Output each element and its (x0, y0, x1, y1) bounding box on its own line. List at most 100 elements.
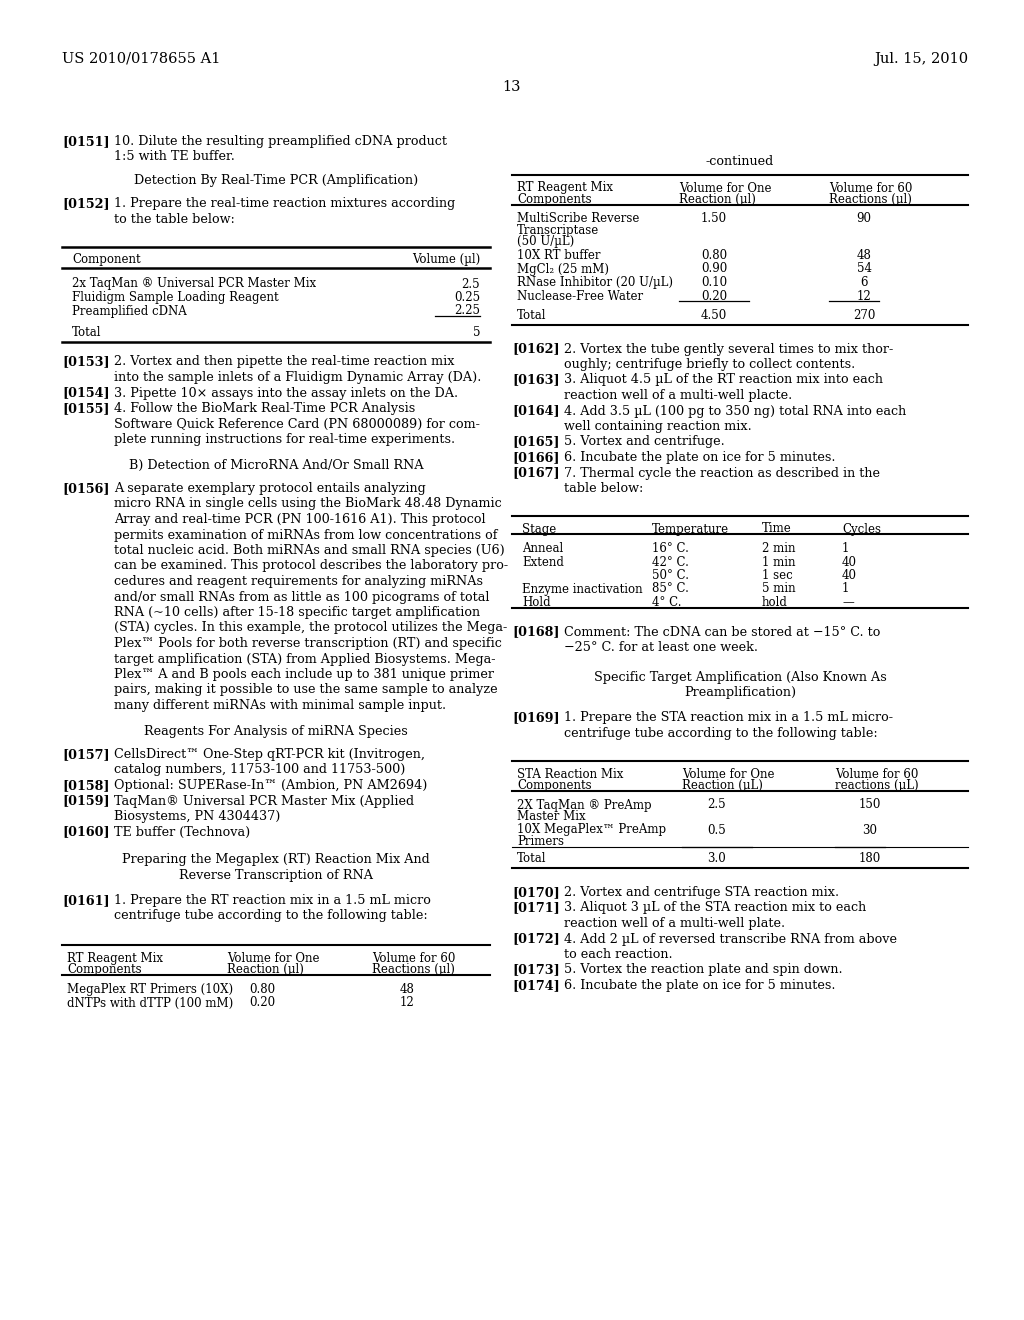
Text: plete running instructions for real-time experiments.: plete running instructions for real-time… (114, 433, 455, 446)
Text: 40: 40 (842, 556, 857, 569)
Text: centrifuge tube according to the following table:: centrifuge tube according to the followi… (564, 727, 878, 741)
Text: [0174]: [0174] (512, 979, 560, 993)
Text: 10X MegaPlex™ PreAmp: 10X MegaPlex™ PreAmp (517, 824, 667, 837)
Text: 16° C.: 16° C. (652, 543, 689, 554)
Text: [0156]: [0156] (62, 482, 110, 495)
Text: Anneal: Anneal (522, 543, 563, 554)
Text: MgCl₂ (25 mM): MgCl₂ (25 mM) (517, 263, 609, 276)
Text: US 2010/0178655 A1: US 2010/0178655 A1 (62, 51, 220, 66)
Text: Jul. 15, 2010: Jul. 15, 2010 (873, 51, 968, 66)
Text: 1: 1 (842, 582, 849, 595)
Text: 2.25: 2.25 (454, 305, 480, 318)
Text: 270: 270 (853, 309, 876, 322)
Text: 0.80: 0.80 (249, 983, 275, 997)
Text: [0157]: [0157] (62, 748, 110, 762)
Text: RNA (~10 cells) after 15-18 specific target amplification: RNA (~10 cells) after 15-18 specific tar… (114, 606, 480, 619)
Text: Plex™ Pools for both reverse transcription (RT) and specific: Plex™ Pools for both reverse transcripti… (114, 638, 502, 649)
Text: many different miRNAs with minimal sample input.: many different miRNAs with minimal sampl… (114, 700, 446, 711)
Text: 3. Aliquot 3 µL of the STA reaction mix to each: 3. Aliquot 3 µL of the STA reaction mix … (564, 902, 866, 915)
Text: 3. Pipette 10× assays into the assay inlets on the DA.: 3. Pipette 10× assays into the assay inl… (114, 387, 458, 400)
Text: 85° C.: 85° C. (652, 582, 689, 595)
Text: Primers: Primers (517, 836, 564, 847)
Text: TaqMan® Universal PCR Master Mix (Applied: TaqMan® Universal PCR Master Mix (Applie… (114, 795, 414, 808)
Text: Plex™ A and B pools each include up to 381 unique primer: Plex™ A and B pools each include up to 3… (114, 668, 494, 681)
Text: 4. Follow the BioMark Real-Time PCR Analysis: 4. Follow the BioMark Real-Time PCR Anal… (114, 403, 416, 414)
Text: 30: 30 (862, 824, 878, 837)
Text: 50° C.: 50° C. (652, 569, 689, 582)
Text: 12: 12 (857, 289, 871, 302)
Text: [0164]: [0164] (512, 404, 560, 417)
Text: 6: 6 (860, 276, 867, 289)
Text: CellsDirect™ One-Step qRT-PCR kit (Invitrogen,: CellsDirect™ One-Step qRT-PCR kit (Invit… (114, 748, 425, 762)
Text: Hold: Hold (522, 597, 551, 609)
Text: Reactions (µl): Reactions (µl) (829, 193, 912, 206)
Text: [0155]: [0155] (62, 403, 110, 414)
Text: Volume (µl): Volume (µl) (412, 253, 480, 267)
Text: Reaction (µl): Reaction (µl) (227, 964, 304, 977)
Text: [0168]: [0168] (512, 626, 559, 639)
Text: MegaPlex RT Primers (10X): MegaPlex RT Primers (10X) (67, 983, 233, 997)
Text: (STA) cycles. In this example, the protocol utilizes the Mega-: (STA) cycles. In this example, the proto… (114, 622, 507, 635)
Text: Components: Components (517, 193, 592, 206)
Text: Preamplification): Preamplification) (684, 686, 796, 700)
Text: [0153]: [0153] (62, 355, 110, 368)
Text: 2 min: 2 min (762, 543, 796, 554)
Text: Biosystems, PN 4304437): Biosystems, PN 4304437) (114, 810, 281, 822)
Text: can be examined. This protocol describes the laboratory pro-: can be examined. This protocol describes… (114, 560, 508, 573)
Text: Nuclease-Free Water: Nuclease-Free Water (517, 289, 643, 302)
Text: 4.50: 4.50 (700, 309, 727, 322)
Text: Comment: The cDNA can be stored at −15° C. to: Comment: The cDNA can be stored at −15° … (564, 626, 881, 639)
Text: 2.5: 2.5 (708, 799, 726, 812)
Text: -continued: -continued (706, 154, 774, 168)
Text: STA Reaction Mix: STA Reaction Mix (517, 767, 624, 780)
Text: —: — (842, 597, 854, 609)
Text: permits examination of miRNAs from low concentrations of: permits examination of miRNAs from low c… (114, 528, 498, 541)
Text: [0167]: [0167] (512, 466, 560, 479)
Text: [0158]: [0158] (62, 779, 110, 792)
Text: 1.50: 1.50 (701, 213, 727, 226)
Text: [0169]: [0169] (512, 711, 560, 725)
Text: Enzyme inactivation: Enzyme inactivation (522, 582, 643, 595)
Text: 2. Vortex the tube gently several times to mix thor-: 2. Vortex the tube gently several times … (564, 342, 893, 355)
Text: Cycles: Cycles (842, 523, 881, 536)
Text: 0.80: 0.80 (701, 249, 727, 261)
Text: 2. Vortex and then pipette the real-time reaction mix: 2. Vortex and then pipette the real-time… (114, 355, 455, 368)
Text: Time: Time (762, 523, 792, 536)
Text: 12: 12 (399, 997, 415, 1010)
Text: 10X RT buffer: 10X RT buffer (517, 249, 600, 261)
Text: RT Reagent Mix: RT Reagent Mix (517, 181, 613, 194)
Text: 4. Add 2 µL of reversed transcribe RNA from above: 4. Add 2 µL of reversed transcribe RNA f… (564, 932, 897, 945)
Text: Detection By Real-Time PCR (Amplification): Detection By Real-Time PCR (Amplificatio… (134, 174, 418, 187)
Text: 6. Incubate the plate on ice for 5 minutes.: 6. Incubate the plate on ice for 5 minut… (564, 451, 836, 465)
Text: [0165]: [0165] (512, 436, 559, 449)
Text: [0170]: [0170] (512, 886, 560, 899)
Text: 7. Thermal cycle the reaction as described in the: 7. Thermal cycle the reaction as describ… (564, 466, 880, 479)
Text: 2x TaqMan ® Universal PCR Master Mix: 2x TaqMan ® Universal PCR Master Mix (72, 277, 316, 290)
Text: Volume for One: Volume for One (227, 952, 319, 965)
Text: 0.25: 0.25 (454, 290, 480, 304)
Text: hold: hold (762, 597, 787, 609)
Text: Component: Component (72, 253, 140, 267)
Text: 10. Dilute the resulting preamplified cDNA product: 10. Dilute the resulting preamplified cD… (114, 135, 447, 148)
Text: 6. Incubate the plate on ice for 5 minutes.: 6. Incubate the plate on ice for 5 minut… (564, 979, 836, 993)
Text: Master Mix: Master Mix (517, 810, 586, 822)
Text: RNase Inhibitor (20 U/µL): RNase Inhibitor (20 U/µL) (517, 276, 673, 289)
Text: Array and real-time PCR (PN 100-1616 A1). This protocol: Array and real-time PCR (PN 100-1616 A1)… (114, 513, 485, 525)
Text: −25° C. for at least one week.: −25° C. for at least one week. (564, 642, 758, 653)
Text: 0.10: 0.10 (701, 276, 727, 289)
Text: micro RNA in single cells using the BioMark 48.48 Dynamic: micro RNA in single cells using the BioM… (114, 498, 502, 511)
Text: Reaction (µL): Reaction (µL) (682, 779, 763, 792)
Text: [0151]: [0151] (62, 135, 110, 148)
Text: 2X TaqMan ® PreAmp: 2X TaqMan ® PreAmp (517, 799, 651, 812)
Text: Transcriptase: Transcriptase (517, 224, 599, 238)
Text: reaction well of a multi-well placte.: reaction well of a multi-well placte. (564, 389, 793, 403)
Text: dNTPs with dTTP (100 mM): dNTPs with dTTP (100 mM) (67, 997, 233, 1010)
Text: Temperature: Temperature (652, 523, 729, 536)
Text: 1. Prepare the RT reaction mix in a 1.5 mL micro: 1. Prepare the RT reaction mix in a 1.5 … (114, 894, 431, 907)
Text: Reverse Transcription of RNA: Reverse Transcription of RNA (179, 869, 373, 882)
Text: Volume for 60: Volume for 60 (372, 952, 456, 965)
Text: 42° C.: 42° C. (652, 556, 689, 569)
Text: target amplification (STA) from Applied Biosystems. Mega-: target amplification (STA) from Applied … (114, 652, 496, 665)
Text: Components: Components (517, 779, 592, 792)
Text: Preamplified cDNA: Preamplified cDNA (72, 305, 186, 318)
